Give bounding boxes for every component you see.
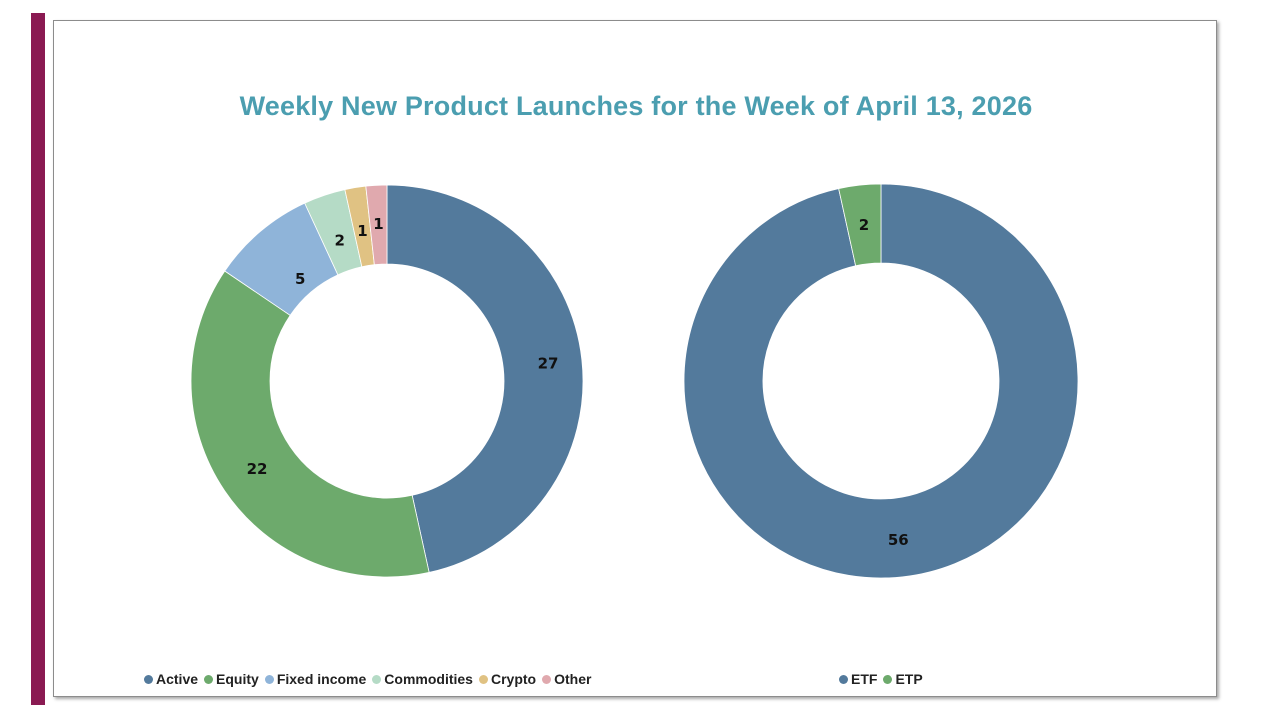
legend-item-active: Active — [144, 671, 198, 687]
legend-swatch — [839, 674, 848, 684]
legend-label: Crypto — [490, 671, 537, 687]
legend-item-etf: ETF — [839, 671, 877, 687]
legend-label: Equity — [216, 671, 259, 687]
legend-swatch — [883, 674, 893, 684]
legend-category: Active Equity Fixed income Commodities Crypt… — [144, 671, 591, 687]
chart-frame: Weekly New Product Launches for the Week… — [53, 20, 1217, 697]
legend-swatch — [542, 674, 552, 684]
legend-item-etp: ETP — [883, 671, 923, 687]
donut-segment-etf — [683, 183, 1079, 579]
legend-label: ETP — [895, 671, 923, 687]
legend-swatch — [478, 674, 488, 684]
data-label-crypto: 1 — [357, 222, 367, 240]
legend-label: ETF — [851, 671, 878, 687]
donut-chart-type: 56 2 — [683, 183, 1079, 579]
donut-segment-other — [365, 184, 388, 266]
data-label-active: 27 — [538, 354, 559, 372]
accent-bar — [31, 13, 45, 705]
legend-item-equity: Equity — [204, 671, 259, 687]
legend-label: Commodities — [384, 671, 473, 687]
data-label-fixed-income: 5 — [295, 270, 305, 288]
data-label-etf: 56 — [888, 531, 909, 549]
legend-swatch — [204, 674, 214, 684]
donut-segment-etp — [838, 183, 882, 267]
legend-label: Active — [156, 671, 199, 687]
legend-label: Other — [554, 671, 592, 687]
donut-segment-equity — [190, 270, 430, 578]
legend-swatch — [144, 674, 153, 684]
legend-item-other: Other — [542, 671, 591, 687]
data-label-equity: 22 — [247, 460, 268, 478]
data-label-other: 1 — [373, 215, 383, 233]
legend-item-fixed-income: Fixed income — [264, 671, 367, 687]
legend-label: Fixed income — [276, 671, 367, 687]
chart-title: Weekly New Product Launches for the Week… — [239, 91, 1033, 121]
legend-item-commodities: Commodities — [372, 671, 473, 687]
donut-segment-active — [386, 184, 584, 573]
data-label-commodities: 2 — [335, 232, 345, 250]
legend-item-crypto: Crypto — [478, 671, 537, 687]
legend-swatch — [372, 674, 382, 684]
legend-type: ETF ETP — [839, 671, 923, 687]
legend-swatch — [264, 674, 274, 684]
data-label-etp: 2 — [859, 216, 869, 234]
